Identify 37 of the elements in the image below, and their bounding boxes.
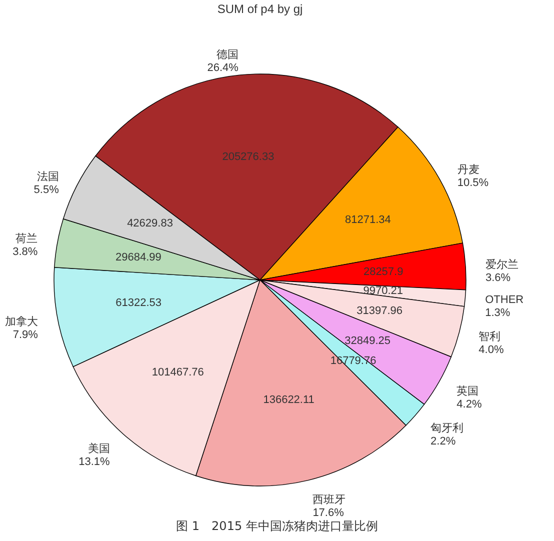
text: 17.6% xyxy=(312,506,344,519)
data-label: 42629.83 xyxy=(127,218,173,230)
slice-label: 爱尔兰 xyxy=(486,258,519,272)
text: 4.2% xyxy=(456,398,482,410)
data-label: 9970.21 xyxy=(363,284,403,297)
data-label: 29684.99 xyxy=(115,252,162,264)
slice-label: 美国 xyxy=(88,442,110,455)
data-label: 28257.9 xyxy=(363,266,404,278)
slice-label: 西班牙 xyxy=(312,492,346,506)
text: 10.5% xyxy=(457,176,489,189)
slice-label: 德国 xyxy=(216,49,238,62)
text: 3.6% xyxy=(486,272,511,284)
text: 1.3% xyxy=(485,306,510,319)
data-label: 101467.76 xyxy=(152,366,204,378)
text: 4.0% xyxy=(478,344,504,356)
slice-label: 匈牙利 xyxy=(430,421,464,434)
data-label: 81271.34 xyxy=(345,214,391,226)
text: 2.2% xyxy=(430,435,456,448)
data-label: 61322.53 xyxy=(116,296,162,309)
text: 7.9% xyxy=(12,328,38,341)
slice-label: 法国 xyxy=(36,170,59,183)
data-label: 205276.33 xyxy=(222,150,274,163)
data-label: 136622.11 xyxy=(263,394,314,406)
text: 26.4% xyxy=(207,62,238,74)
caption: 图 1 2015 年中国冻猪肉进口量比例 xyxy=(175,518,379,535)
data-label: 32849.25 xyxy=(344,334,391,347)
slice-label: 智利 xyxy=(478,330,501,344)
text: 3.8% xyxy=(12,246,38,258)
data-label: 31397.96 xyxy=(356,305,403,318)
text: 13.1% xyxy=(78,456,110,468)
text: 5.5% xyxy=(34,184,59,196)
slice-label: 英国 xyxy=(456,384,479,398)
slice-label: 丹麦 xyxy=(457,162,480,176)
chart-title: SUM of p4 by gj xyxy=(216,2,304,16)
slice-label: 加拿大 xyxy=(4,314,38,328)
slice-label: 荷兰 xyxy=(16,232,38,246)
slice-label: OTHER xyxy=(485,294,524,306)
